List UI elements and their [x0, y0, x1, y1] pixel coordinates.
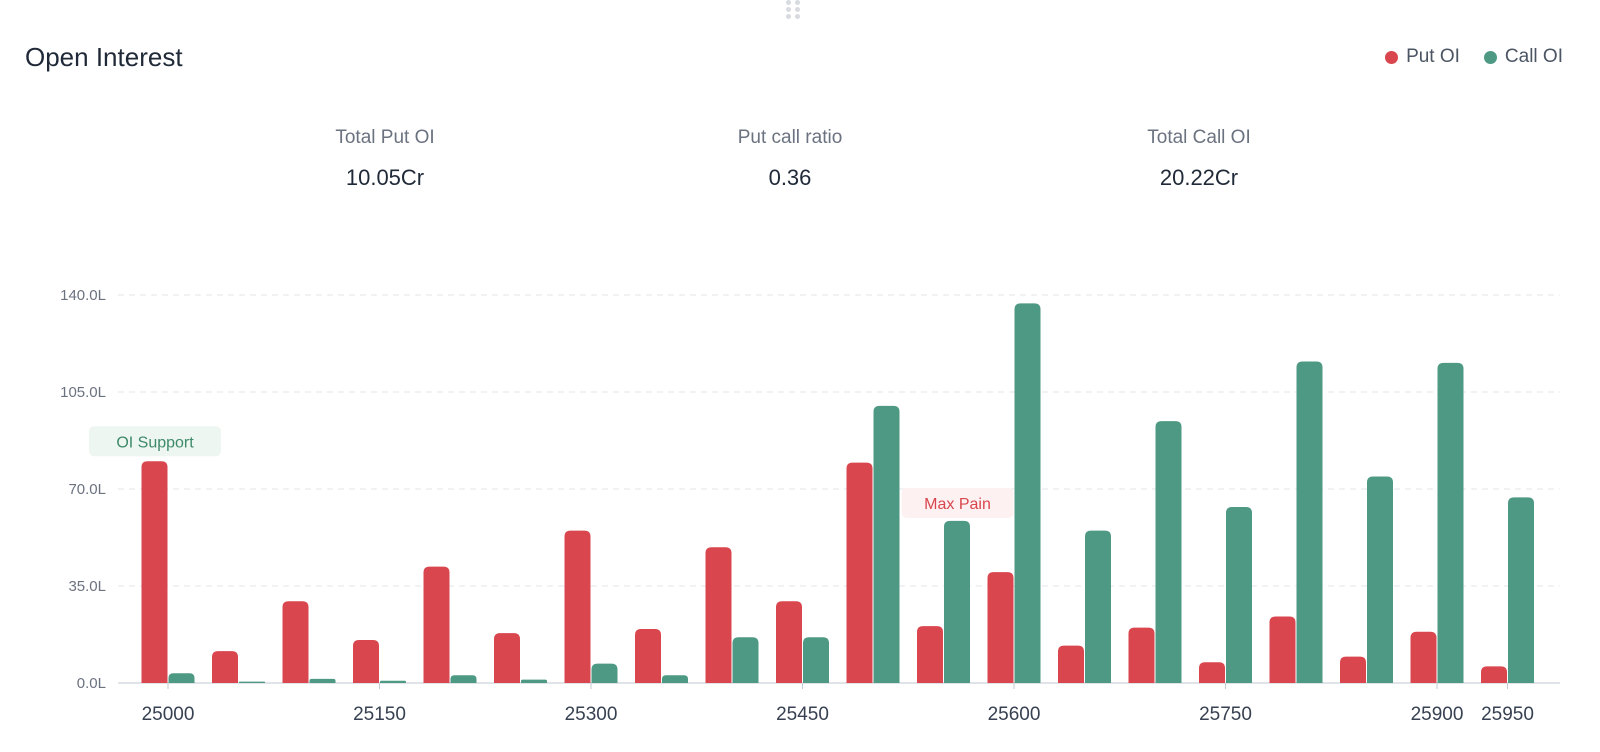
call-oi-bar[interactable]: [662, 675, 688, 683]
x-tick-label: 25300: [565, 704, 618, 725]
call-oi-bar[interactable]: [1437, 362, 1464, 683]
x-tick-label: 25000: [142, 704, 195, 725]
call-oi-bar[interactable]: [168, 673, 195, 683]
put-oi-bar[interactable]: [987, 572, 1014, 683]
put-oi-bar[interactable]: [917, 626, 943, 683]
put-oi-bar[interactable]: [635, 628, 661, 683]
call-oi-bar[interactable]: [1085, 530, 1111, 683]
put-oi-bar[interactable]: [564, 530, 591, 683]
drag-handle-icon[interactable]: [786, 0, 802, 22]
put-oi-bar[interactable]: [1340, 656, 1366, 683]
call-oi-bar[interactable]: [1367, 476, 1393, 683]
total-put-oi-stat: Total Put OI 10.05Cr: [265, 127, 505, 191]
put-call-ratio-label: Put call ratio: [737, 127, 843, 148]
put-oi-bar[interactable]: [212, 651, 238, 683]
put-oi-bar[interactable]: [705, 547, 732, 683]
x-tick-label: 25150: [353, 704, 406, 725]
put-oi-bar[interactable]: [282, 601, 309, 683]
call-oi-bar[interactable]: [239, 681, 265, 683]
total-call-oi-label: Total Call OI: [1147, 127, 1251, 148]
call-oi-bar[interactable]: [1226, 507, 1252, 683]
call-oi-dot-icon: [1483, 50, 1497, 64]
legend-label-put-oi: Put OI: [1406, 46, 1460, 67]
y-tick-label: 140.0L: [60, 287, 106, 304]
call-oi-bar[interactable]: [450, 675, 477, 683]
put-oi-bar[interactable]: [1058, 645, 1084, 683]
y-tick-label: 35.0L: [68, 578, 106, 595]
put-oi-bar[interactable]: [1410, 631, 1437, 683]
x-tick-label: 25950: [1481, 704, 1534, 725]
total-call-oi-stat: Total Call OI 20.22Cr: [1079, 127, 1319, 191]
page-title: Open Interest: [25, 42, 183, 72]
svg-text:Max Pain: Max Pain: [924, 496, 991, 513]
call-oi-bar[interactable]: [873, 405, 900, 683]
total-put-oi-label: Total Put OI: [335, 127, 435, 148]
annotation-max-pain: Max Pain: [901, 487, 1014, 518]
total-put-oi-value: 10.05Cr: [345, 165, 425, 190]
call-oi-bar[interactable]: [1014, 303, 1041, 683]
call-oi-bar[interactable]: [521, 679, 547, 683]
put-oi-dot-icon: [1385, 50, 1399, 64]
y-tick-label: 70.0L: [68, 481, 106, 498]
put-oi-bar[interactable]: [1269, 616, 1296, 683]
put-oi-bar[interactable]: [846, 462, 873, 683]
call-oi-bar[interactable]: [309, 678, 336, 683]
call-oi-bar[interactable]: [591, 663, 618, 683]
put-oi-bar[interactable]: [1128, 627, 1155, 683]
put-oi-bar[interactable]: [776, 601, 802, 683]
put-oi-bar[interactable]: [1199, 662, 1225, 683]
put-oi-bar[interactable]: [353, 640, 379, 683]
x-tick-label: 25450: [776, 704, 829, 725]
call-oi-bar[interactable]: [803, 637, 829, 683]
svg-text:OI Support: OI Support: [116, 434, 194, 451]
put-oi-bar[interactable]: [423, 566, 450, 683]
call-oi-bar[interactable]: [1508, 497, 1534, 683]
call-oi-bar[interactable]: [380, 680, 406, 683]
put-oi-bar[interactable]: [494, 633, 520, 683]
call-oi-bar[interactable]: [1155, 421, 1182, 683]
legend-label-call-oi: Call OI: [1504, 46, 1563, 67]
put-call-ratio-stat: Put call ratio 0.36: [670, 127, 910, 191]
call-oi-bar[interactable]: [944, 520, 970, 683]
put-call-ratio-value: 0.36: [768, 165, 812, 190]
annotation-oi-support: OI Support: [89, 426, 221, 457]
x-tick-label: 25750: [1199, 704, 1252, 725]
total-call-oi-value: 20.22Cr: [1159, 165, 1239, 190]
y-tick-label: 0.0L: [77, 675, 106, 692]
chart-legend: Put OI Call OI: [1385, 46, 1563, 68]
put-oi-bar[interactable]: [141, 461, 168, 683]
x-tick-label: 25900: [1411, 704, 1464, 725]
x-tick-label: 25600: [988, 704, 1041, 725]
put-oi-bar[interactable]: [1481, 666, 1507, 683]
legend-item-put-oi[interactable]: Put OI: [1385, 46, 1460, 68]
y-tick-label: 105.0L: [60, 384, 106, 401]
call-oi-bar[interactable]: [1296, 361, 1323, 683]
call-oi-bar[interactable]: [732, 637, 759, 683]
legend-item-call-oi[interactable]: Call OI: [1483, 46, 1563, 68]
